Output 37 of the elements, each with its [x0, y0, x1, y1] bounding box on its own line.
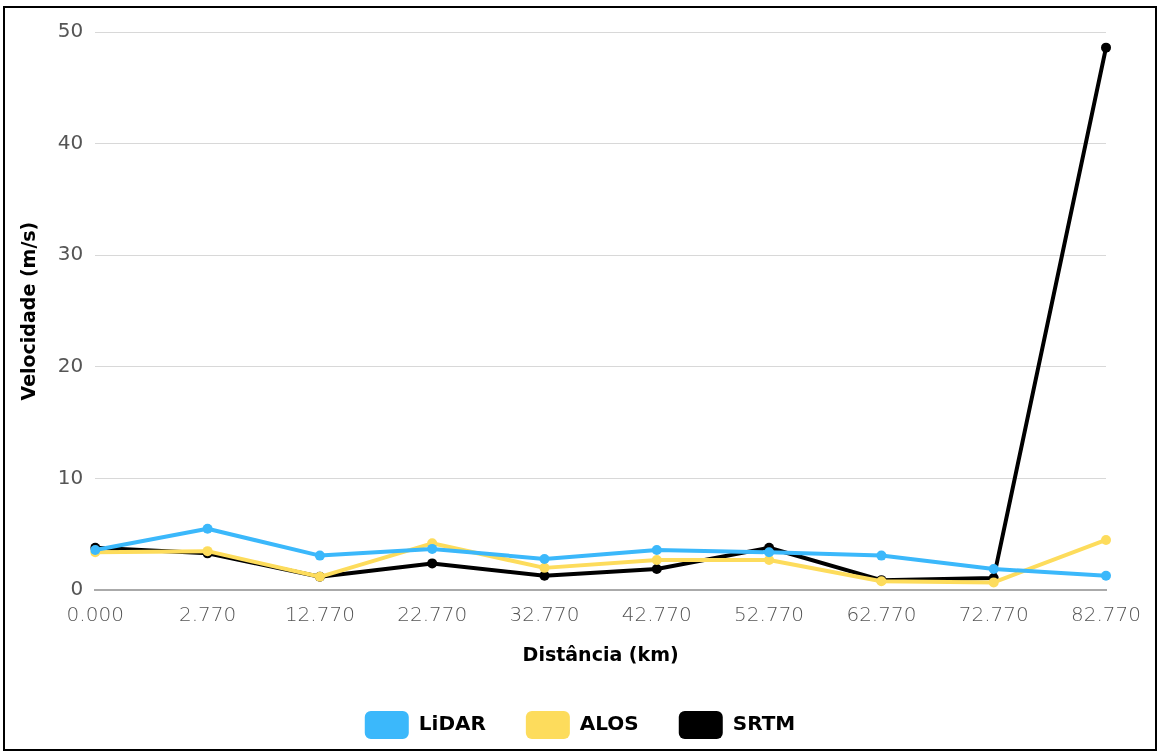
point	[1101, 42, 1112, 53]
point	[651, 555, 662, 566]
point	[539, 553, 550, 564]
x-axis-title: Distância (km)	[522, 642, 679, 665]
y-tick-label: 20	[57, 353, 84, 378]
x-tick-label: 52.770	[734, 602, 805, 627]
point	[1101, 534, 1112, 545]
legend-label: ALOS	[579, 711, 639, 736]
legend-label: LiDAR	[418, 711, 486, 736]
x-tick-label: 32.770	[509, 602, 580, 627]
y-tick-label: 0	[70, 576, 84, 601]
y-tick-label: 30	[57, 241, 84, 266]
point	[651, 545, 662, 556]
point	[427, 543, 438, 554]
point	[988, 577, 999, 588]
y-tick-label: 10	[57, 464, 84, 489]
x-tick-label: 22.770	[397, 602, 468, 627]
x-tick-label: 72.770	[958, 602, 1029, 627]
x-tick-label: 12.770	[284, 602, 355, 627]
y-tick-label: 40	[57, 129, 84, 154]
point	[539, 562, 550, 573]
point	[427, 558, 438, 569]
x-tick-label: 82.770	[1071, 602, 1141, 627]
point	[764, 547, 775, 558]
y-axis-title: Velocidade (m/s)	[17, 221, 40, 401]
point	[988, 563, 999, 574]
point	[876, 550, 887, 561]
x-tick-label: 0.000	[66, 602, 124, 627]
y-tick-label: 50	[57, 18, 84, 43]
legend-label: SRTM	[732, 711, 796, 736]
point	[1101, 570, 1112, 581]
x-tick-label: 62.770	[846, 602, 917, 627]
point	[314, 550, 325, 561]
x-tick-label: 42.770	[621, 602, 692, 627]
x-tick-label: 2.770	[178, 602, 237, 627]
point	[651, 563, 662, 574]
point	[202, 523, 213, 534]
